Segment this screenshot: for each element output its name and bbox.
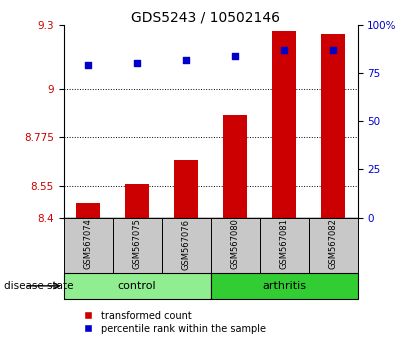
Bar — [272, 31, 296, 218]
Point — [232, 53, 238, 58]
Bar — [174, 160, 199, 218]
Point — [281, 47, 287, 53]
Bar — [321, 34, 345, 218]
Legend: transformed count, percentile rank within the sample: transformed count, percentile rank withi… — [83, 311, 266, 334]
Text: GSM567080: GSM567080 — [231, 219, 240, 269]
Text: GSM567075: GSM567075 — [133, 219, 142, 269]
Bar — [64, 218, 113, 273]
Bar — [309, 218, 358, 273]
Bar — [211, 218, 260, 273]
Bar — [162, 218, 211, 273]
Bar — [64, 273, 210, 299]
Point — [85, 62, 92, 68]
Text: disease state: disease state — [4, 281, 74, 291]
Text: control: control — [118, 281, 157, 291]
Bar — [211, 273, 358, 299]
Text: GSM567076: GSM567076 — [182, 218, 191, 269]
Bar — [260, 218, 309, 273]
Point — [134, 61, 141, 66]
Text: arthritis: arthritis — [262, 281, 306, 291]
Point — [183, 57, 189, 62]
Point — [330, 47, 336, 53]
Bar — [125, 184, 150, 218]
Text: GSM567081: GSM567081 — [279, 219, 289, 269]
Bar — [223, 115, 247, 218]
Text: GDS5243 / 10502146: GDS5243 / 10502146 — [131, 11, 280, 25]
Text: GSM567082: GSM567082 — [328, 219, 337, 269]
Text: GSM567074: GSM567074 — [84, 219, 93, 269]
Bar — [76, 203, 100, 218]
Bar — [113, 218, 162, 273]
